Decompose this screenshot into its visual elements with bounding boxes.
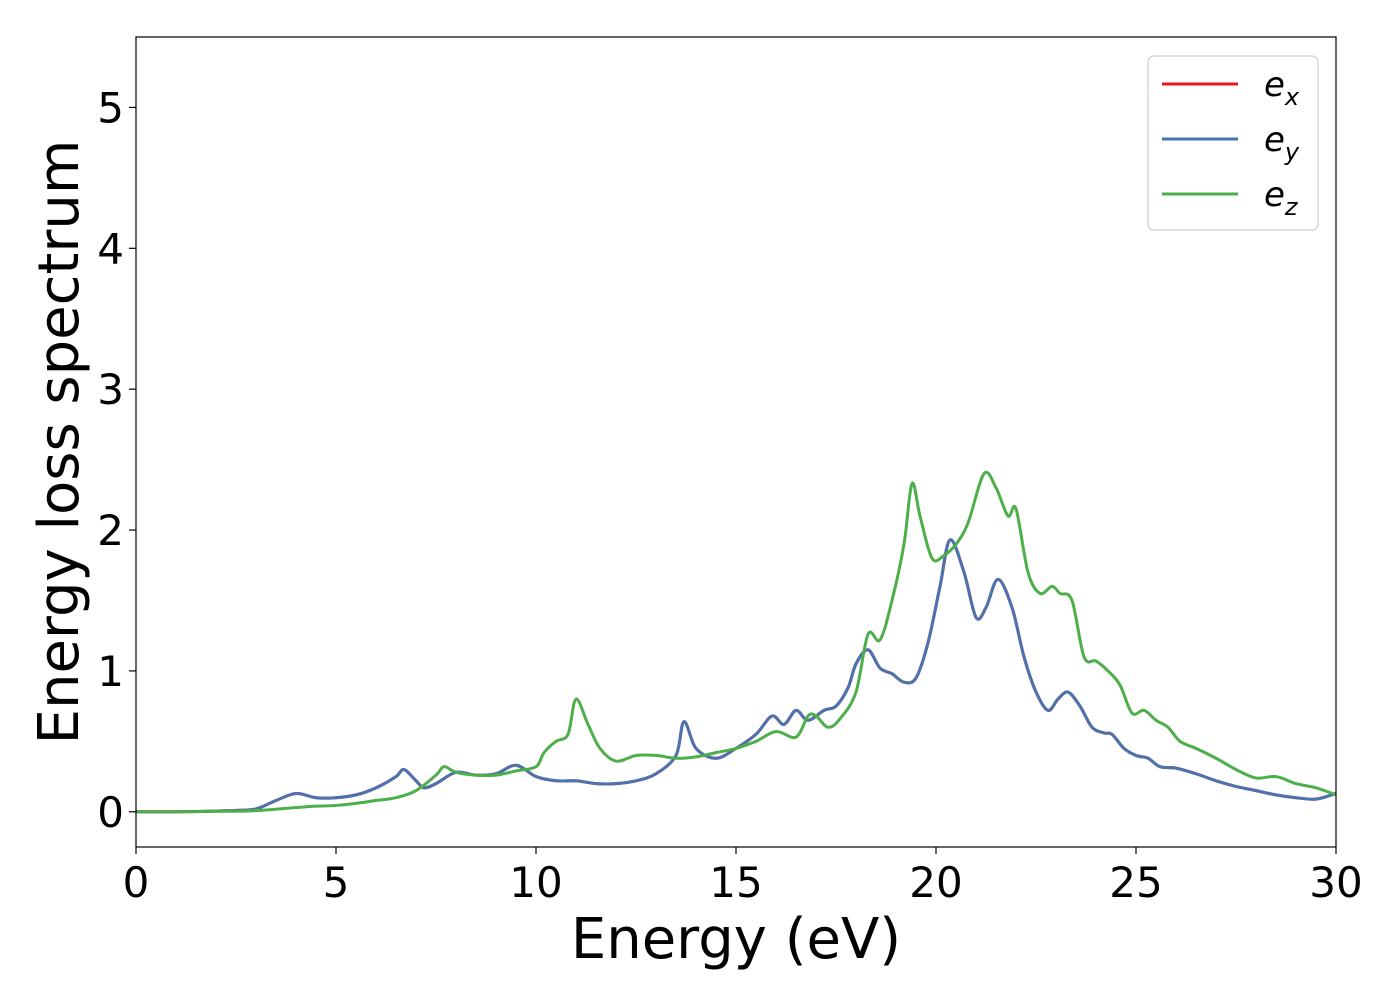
y-tick-label: 5	[97, 83, 124, 132]
y-tick-label: 3	[97, 365, 124, 414]
x-tick-label: 20	[909, 858, 962, 907]
y-tick-label: 1	[97, 647, 124, 696]
y-tick-label: 4	[97, 224, 124, 273]
y-tick-label: 2	[97, 506, 124, 555]
y-tick-label: 0	[97, 788, 124, 837]
x-tick-label: 10	[509, 858, 562, 907]
series-layer	[135, 470, 1337, 814]
y-axis-ticks: 0 1 2 3 4 5	[97, 83, 136, 837]
series-line-y	[135, 538, 1337, 814]
plot-background	[136, 37, 1336, 847]
x-axis-ticks: 0 5 10 15 20 25 30	[123, 847, 1363, 907]
x-tick-label: 30	[1309, 858, 1362, 907]
legend-box	[1147, 55, 1319, 231]
x-tick-label: 5	[323, 858, 350, 907]
x-axis-title: Energy (eV)	[571, 907, 901, 972]
series-line-z	[135, 470, 1337, 814]
x-tick-label: 15	[709, 858, 762, 907]
legend-label-subscript: z	[1284, 193, 1299, 221]
x-tick-label: 25	[1109, 858, 1162, 907]
legend-label-subscript: y	[1284, 138, 1300, 166]
y-axis-title: Energy loss spectrum	[27, 140, 92, 745]
legend-label-subscript: x	[1284, 83, 1300, 111]
x-tick-label: 0	[123, 858, 150, 907]
